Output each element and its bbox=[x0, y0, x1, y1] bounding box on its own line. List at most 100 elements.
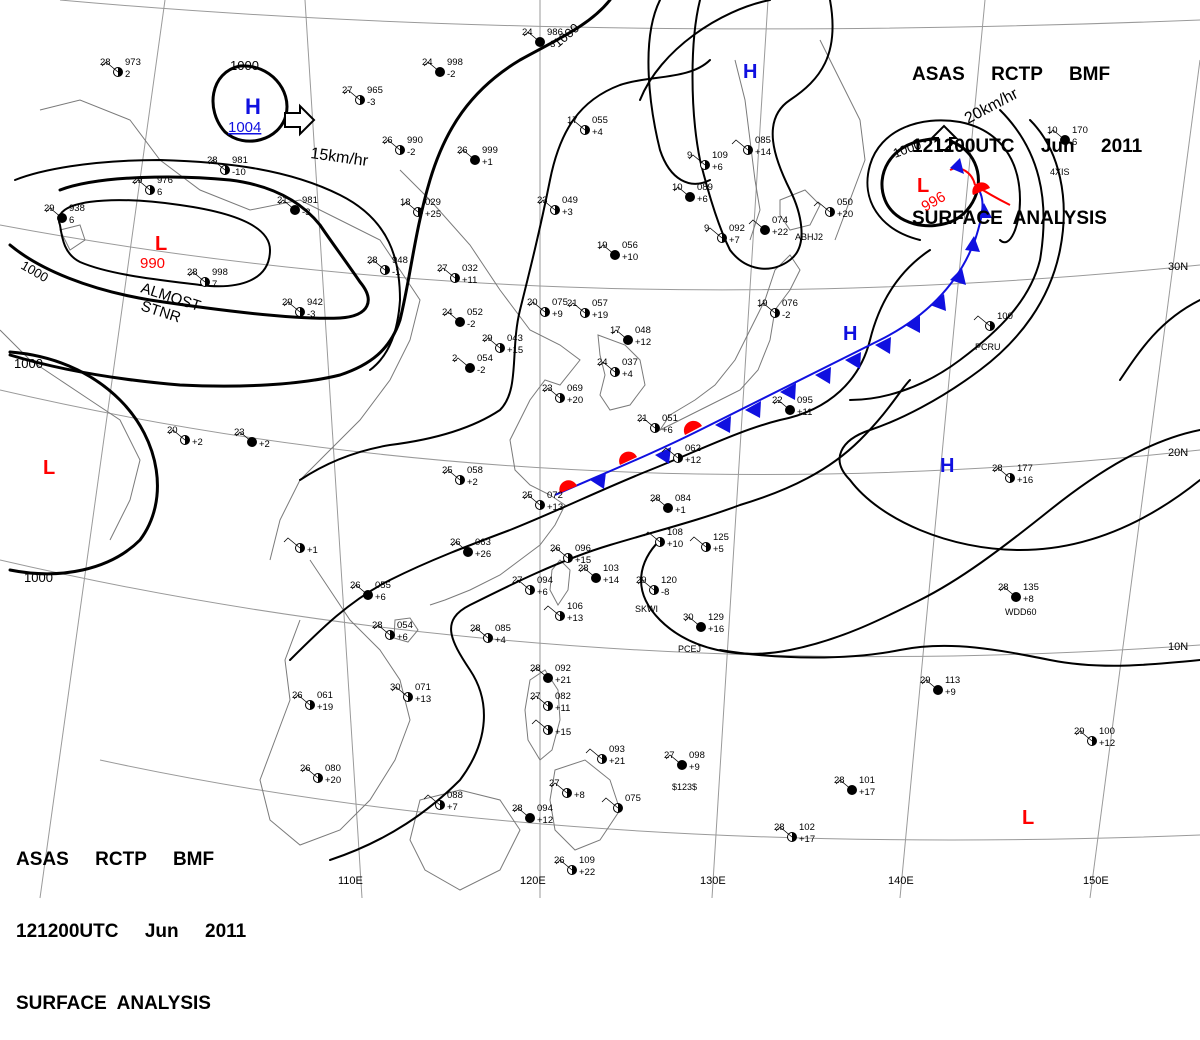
station-tendency: +11 bbox=[555, 703, 570, 714]
station-cloud-fill bbox=[468, 547, 473, 557]
station-cloud-fill bbox=[555, 205, 560, 215]
coast-borneo bbox=[409, 789, 521, 891]
station-plot: 26 080+20 bbox=[300, 763, 341, 786]
station-cloud-fill bbox=[990, 321, 995, 331]
low-west-letter: L bbox=[155, 233, 167, 255]
station-pressure: 108 bbox=[667, 527, 683, 538]
wind-barb bbox=[993, 467, 1011, 479]
wind-barb bbox=[373, 624, 391, 636]
station-plot: 19 076-2 bbox=[757, 298, 798, 321]
station-id: $123$ bbox=[672, 782, 697, 792]
wind-barb bbox=[748, 219, 766, 231]
station-pressure: 080 bbox=[325, 763, 341, 774]
parallel-40n bbox=[59, 0, 1200, 30]
station-pressure: 976 bbox=[157, 175, 173, 186]
station-plot: 075 bbox=[601, 793, 641, 813]
low-southeast-letter: L bbox=[1022, 807, 1034, 829]
isobar-north-high bbox=[691, 0, 834, 270]
station-tendency: -2 bbox=[447, 69, 455, 80]
header-bottom: ASAS RCTP BMF 121200UTC Jun 2011 SURFACE… bbox=[16, 800, 246, 1040]
high-east-1-letter: H bbox=[843, 323, 857, 345]
warm-front-pip bbox=[559, 480, 577, 493]
station-plot: 28 092+21 bbox=[530, 663, 571, 686]
station-cloud-fill bbox=[938, 685, 943, 695]
station-plot: 28 103+14 bbox=[578, 563, 619, 586]
station-tendency: +12 bbox=[1099, 738, 1115, 749]
station-plot: 28 094+12 bbox=[512, 803, 553, 826]
parallel-30n bbox=[0, 224, 1200, 291]
warm-front-pip bbox=[683, 420, 702, 435]
station-pressure: 049 bbox=[562, 195, 578, 206]
station-cloud-fill bbox=[318, 773, 323, 783]
station-pressure: 109 bbox=[579, 855, 595, 866]
motion-arrow-low-ne bbox=[929, 124, 959, 151]
coast-inland-asia bbox=[39, 99, 421, 561]
station-plot: 24 986-3 bbox=[522, 27, 563, 50]
isobar-outer-west bbox=[14, 159, 401, 371]
coast-north-china bbox=[399, 169, 581, 606]
wind-barb bbox=[651, 497, 669, 509]
station-pressure: 094 bbox=[537, 803, 553, 814]
wind-barb bbox=[637, 579, 655, 591]
station-plot: 27+8 bbox=[549, 778, 585, 801]
station-tendency: +7 bbox=[729, 235, 740, 246]
station-pressure: 096 bbox=[575, 543, 591, 554]
wind-barb bbox=[543, 605, 561, 617]
station-plot: 17 055+4 bbox=[567, 115, 608, 138]
station-tendency: +17 bbox=[859, 787, 875, 798]
station-plot: 27 098+9 bbox=[664, 750, 705, 773]
wind-barb bbox=[523, 31, 541, 43]
warm-front-pip bbox=[619, 451, 637, 465]
station-cloud-fill bbox=[225, 165, 230, 175]
station-cloud-fill bbox=[1065, 135, 1070, 145]
station-tendency: +14 bbox=[755, 147, 771, 158]
station-cloud-fill bbox=[530, 813, 535, 823]
wind-barb bbox=[1048, 129, 1066, 141]
station-pressure: 113 bbox=[945, 675, 960, 686]
station-plot: 26 063+26 bbox=[450, 537, 491, 560]
station-tendency: +2 bbox=[192, 437, 203, 448]
station-tendency: +22 bbox=[772, 227, 788, 238]
station-plot: 25 072+13 bbox=[522, 490, 563, 513]
station-pressure: 089 bbox=[697, 182, 713, 193]
station-plot: 29 113+9 bbox=[920, 675, 960, 698]
station-ids: 4XIS ABHJ2 PCRU SKWI PCEJ WDD60 $123$ bbox=[635, 167, 1070, 792]
station-plot: 28 948-1 bbox=[367, 255, 408, 278]
station-tendency: +15 bbox=[575, 555, 591, 566]
station-tendency: +12 bbox=[635, 337, 651, 348]
high-north-letter: H bbox=[743, 61, 757, 83]
wind-barb bbox=[688, 154, 706, 166]
station-cloud-fill bbox=[765, 225, 770, 235]
station-pressure: 092 bbox=[555, 663, 571, 674]
station-tendency: -1 bbox=[392, 267, 400, 278]
station-plot: 27 032+11 bbox=[437, 263, 478, 286]
station-cloud-fill bbox=[548, 725, 553, 735]
station-pressure: 100 bbox=[997, 311, 1013, 322]
station-pressure: 074 bbox=[772, 215, 788, 226]
station-tendency: -3 bbox=[302, 207, 310, 218]
station-tendency: +4 bbox=[592, 127, 603, 138]
station-pressure: 085 bbox=[495, 623, 511, 634]
station-plot: 30 071+13 bbox=[390, 682, 431, 705]
station-tendency: +12 bbox=[537, 815, 553, 826]
station-tendency: +13 bbox=[567, 613, 583, 624]
station-plot: 26 055+6 bbox=[350, 580, 391, 603]
station-cloud-fill bbox=[368, 590, 373, 600]
isobar-label: 1000 bbox=[230, 58, 259, 73]
header-top-line1: ASAS RCTP BMF bbox=[912, 64, 1111, 85]
wind-barb bbox=[443, 469, 461, 481]
station-tendency: +10 bbox=[622, 252, 638, 263]
station-tendency: -2 bbox=[407, 147, 415, 158]
station-tendency: +20 bbox=[837, 209, 853, 220]
station-pressure: 986 bbox=[547, 27, 563, 38]
station-cloud-fill bbox=[460, 475, 465, 485]
station-pressure: 100 bbox=[1099, 726, 1115, 737]
station-tendency: +1 bbox=[307, 545, 318, 556]
header-top-line2: 121200UTC Jun 2011 bbox=[912, 136, 1143, 157]
wind-barb bbox=[283, 301, 301, 313]
station-plot: 26 061+19 bbox=[292, 690, 333, 713]
station-pressure: 938 bbox=[69, 203, 85, 214]
station-cloud-fill bbox=[1016, 592, 1021, 602]
